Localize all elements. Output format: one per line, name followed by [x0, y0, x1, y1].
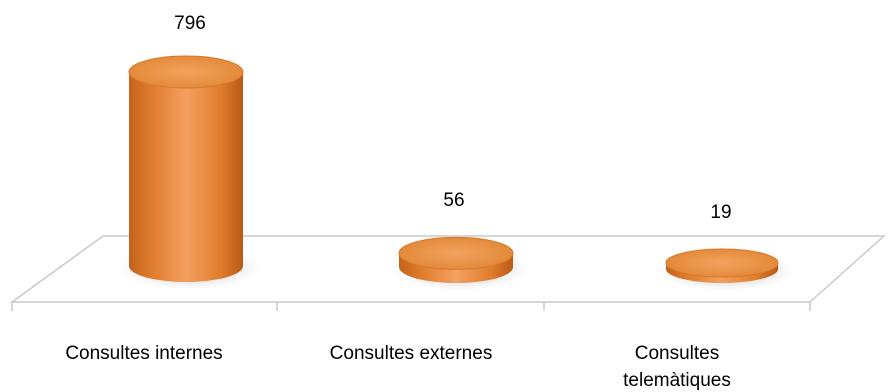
category-label: telemàtiques: [623, 370, 731, 391]
category-label: Consultes externes: [330, 343, 493, 364]
labels-layer: 796 Consultes internes 56 Consultes externe…: [65, 13, 731, 391]
data-label: 56: [443, 190, 464, 211]
category-label: Consultes internes: [65, 343, 222, 364]
bar: [129, 72, 243, 282]
bar-top: [398, 236, 514, 270]
data-label: 19: [710, 202, 731, 223]
category-label: Consultes: [635, 343, 720, 364]
bar-top: [665, 248, 779, 278]
data-label: 796: [174, 13, 206, 34]
bars-layer: [119, 55, 796, 291]
bar-top: [128, 55, 244, 89]
